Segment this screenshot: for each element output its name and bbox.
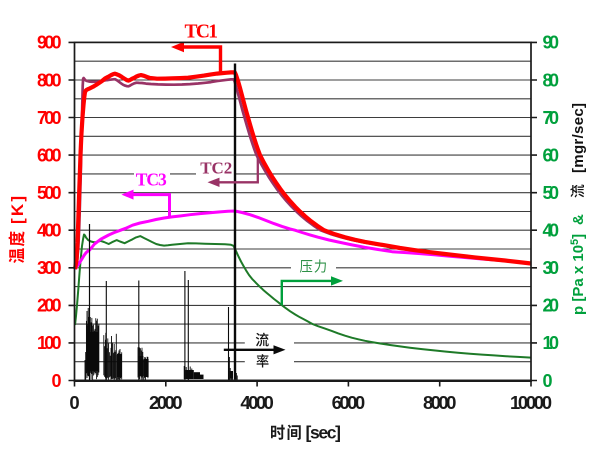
svg-text:10: 10	[543, 333, 560, 353]
svg-text:0: 0	[69, 392, 79, 413]
svg-text:TC3: TC3	[136, 170, 167, 190]
svg-text:600: 600	[37, 145, 62, 165]
svg-text:40: 40	[543, 221, 560, 241]
svg-text:900: 900	[37, 33, 62, 53]
svg-text:500: 500	[37, 183, 62, 203]
svg-text:6000: 6000	[332, 392, 366, 413]
svg-text:80: 80	[543, 70, 560, 90]
svg-text:2000: 2000	[149, 392, 183, 413]
svg-text:100: 100	[37, 333, 62, 353]
svg-text:400: 400	[37, 221, 62, 241]
svg-text:800: 800	[37, 70, 62, 90]
svg-text:70: 70	[543, 108, 560, 128]
svg-text:[mgr/sec]: [mgr/sec]	[570, 103, 587, 173]
svg-text:50: 50	[543, 183, 560, 203]
svg-text:8000: 8000	[423, 392, 457, 413]
svg-text:20: 20	[543, 296, 560, 316]
svg-text:p [Pa x 105]: p [Pa x 105]	[569, 234, 587, 315]
svg-text:10000: 10000	[510, 392, 552, 413]
svg-text:&: &	[570, 214, 587, 225]
svg-text:4000: 4000	[240, 392, 274, 413]
svg-text:300: 300	[37, 258, 62, 278]
svg-text:700: 700	[37, 108, 62, 128]
svg-text:90: 90	[543, 33, 560, 53]
svg-text:TC2: TC2	[200, 158, 232, 177]
svg-text:0: 0	[543, 371, 553, 391]
svg-text:0: 0	[51, 371, 61, 391]
svg-text:30: 30	[543, 258, 560, 278]
svg-text:[K]: [K]	[8, 196, 27, 224]
svg-text:60: 60	[543, 145, 560, 165]
svg-text:[sec]: [sec]	[306, 423, 342, 443]
svg-text:200: 200	[37, 296, 62, 316]
svg-text:TC1: TC1	[185, 22, 219, 43]
